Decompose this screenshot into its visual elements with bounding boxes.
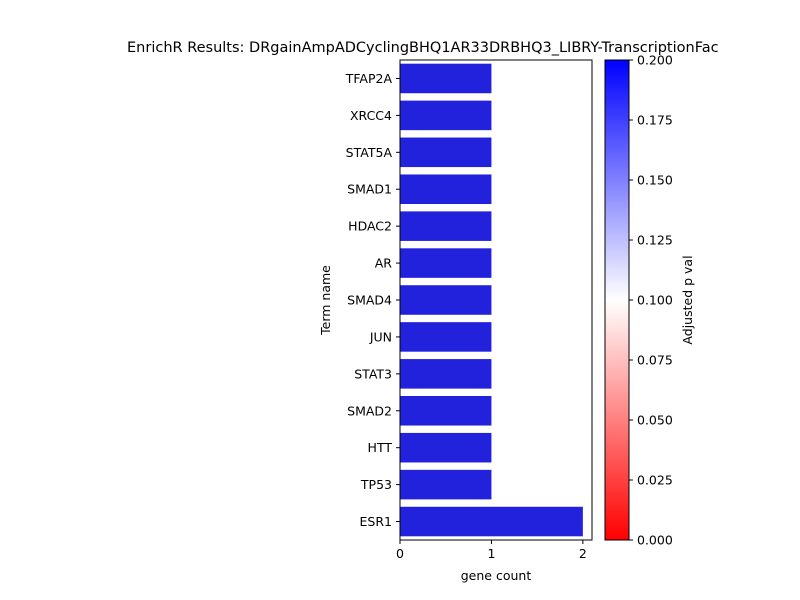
y-tick-label: STAT5A [346, 145, 393, 160]
plot-frame [399, 59, 593, 541]
colorbar-tick-label: 0.125 [637, 233, 673, 248]
colorbar-tick-label: 0.075 [637, 353, 673, 368]
colorbar-tick-label: 0.100 [637, 293, 673, 308]
y-tick-label: XRCC4 [350, 108, 392, 123]
x-tick-label: 2 [579, 546, 587, 561]
bar-xrcc4 [400, 100, 492, 131]
y-tick-label: SMAD2 [347, 403, 392, 418]
y-axis-label: Term name [318, 265, 333, 336]
colorbar-ticks-group: 0.000 0.025 0.050 0.075 0.100 0.125 0.150 0.175… [629, 53, 673, 548]
y-tick-label: SMAD4 [347, 293, 392, 308]
colorbar-tick-label: 0.150 [637, 173, 673, 188]
bar-smad2 [400, 396, 492, 426]
bars-group [400, 63, 583, 537]
x-axis-label: gene count [461, 568, 532, 583]
y-tick-label: STAT3 [354, 366, 392, 381]
bar-htt [400, 432, 492, 463]
x-ticks-group: 0 1 2 [396, 540, 587, 561]
colorbar-label: Adjusted p val [680, 255, 695, 344]
y-tick-label: HTT [368, 440, 393, 455]
colorbar-tick-label: 0.050 [637, 413, 673, 428]
bar-hdac2 [400, 211, 492, 241]
y-tick-label: TP53 [360, 477, 392, 492]
colorbar [604, 59, 630, 541]
y-tick-label: SMAD1 [347, 182, 392, 197]
bar-smad1 [400, 174, 492, 204]
bar-tp53 [400, 469, 492, 500]
bar-smad4 [400, 285, 492, 315]
colorbar-tick-label: 0.025 [637, 473, 673, 488]
y-tick-label: JUN [369, 329, 392, 344]
y-tick-label: HDAC2 [348, 219, 392, 234]
y-tick-label: ESR1 [360, 514, 392, 529]
colorbar-tick-label: 0.200 [637, 53, 673, 68]
y-tick-label: AR [375, 256, 393, 271]
x-tick-label: 1 [487, 546, 495, 561]
bar-tfap2a [400, 63, 492, 94]
bar-jun [400, 322, 492, 352]
x-tick-label: 0 [396, 546, 404, 561]
y-ticks-group: TFAP2A XRCC4 STAT5A SMAD1 HDAC2 AR SMAD4 JUN STA… [345, 71, 400, 529]
bar-stat3 [400, 359, 492, 389]
bar-ar [400, 248, 492, 278]
colorbar-tick-label: 0.000 [637, 533, 673, 548]
chart-title: EnrichR Results: DRgainAmpADCyclingBHQ1A… [127, 40, 719, 56]
colorbar-tick-label: 0.175 [637, 113, 673, 128]
bar-stat5a [400, 137, 492, 168]
bar-esr1 [400, 506, 583, 537]
y-tick-label: TFAP2A [345, 71, 393, 86]
